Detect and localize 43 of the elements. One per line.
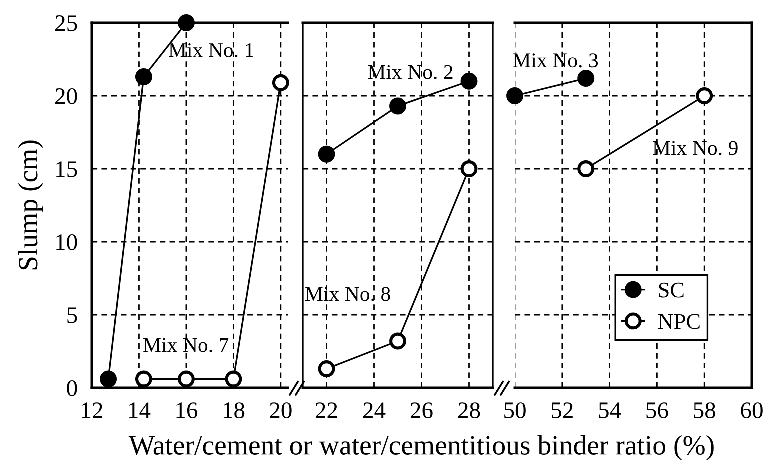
point xyxy=(390,98,406,115)
point xyxy=(135,68,152,86)
x-tick-label: 50 xyxy=(504,402,526,419)
point xyxy=(100,370,118,388)
x-axis-title: Water/cement or water/cementitious binder ratio (%) xyxy=(128,435,714,461)
annotation: Mix No. 7 xyxy=(144,338,229,352)
x-tick-label: 24 xyxy=(363,402,386,418)
point xyxy=(318,146,336,163)
point xyxy=(178,14,195,32)
annotation: Mix No. 8 xyxy=(306,287,390,302)
y-tick-label: 0 xyxy=(67,380,78,396)
y-tick-label: 10 xyxy=(56,234,78,250)
point xyxy=(225,370,242,388)
x-tick-label: 12 xyxy=(82,402,103,418)
point xyxy=(460,72,478,90)
x-tick-label: 52 xyxy=(552,402,573,419)
annotation: Mix No. 2 xyxy=(368,65,453,80)
point xyxy=(272,74,290,92)
annotation: Mix No. 1 xyxy=(169,43,254,58)
point xyxy=(178,370,195,388)
point xyxy=(135,370,152,388)
annotation: Mix No. 3 xyxy=(513,54,598,68)
y-tick-label: 20 xyxy=(56,88,78,104)
point xyxy=(390,332,406,350)
point xyxy=(318,360,336,378)
point xyxy=(460,160,478,178)
x-tick-label: 56 xyxy=(646,402,668,419)
x-tick-label: 54 xyxy=(599,402,622,419)
x-tick-label: 26 xyxy=(410,402,433,419)
x-tick-label: 28 xyxy=(458,402,480,419)
y-tick-label: 25 xyxy=(56,16,78,32)
x-tick-label: 16 xyxy=(176,402,198,419)
x-tick-label: 20 xyxy=(270,402,292,419)
x-tick-label: 22 xyxy=(316,402,338,418)
x-tick-label: 58 xyxy=(694,402,716,419)
x-tick-label: 18 xyxy=(224,402,245,419)
y-tick-label: 15 xyxy=(56,162,78,178)
x-tick-label: 60 xyxy=(741,402,763,419)
legend-label: NPC xyxy=(658,314,700,330)
x-tick-label: 14 xyxy=(130,402,151,418)
y-axis-title: Slump (cm) xyxy=(18,140,44,270)
legend-label: SC xyxy=(659,282,684,298)
y-tick-label: 5 xyxy=(68,308,78,324)
